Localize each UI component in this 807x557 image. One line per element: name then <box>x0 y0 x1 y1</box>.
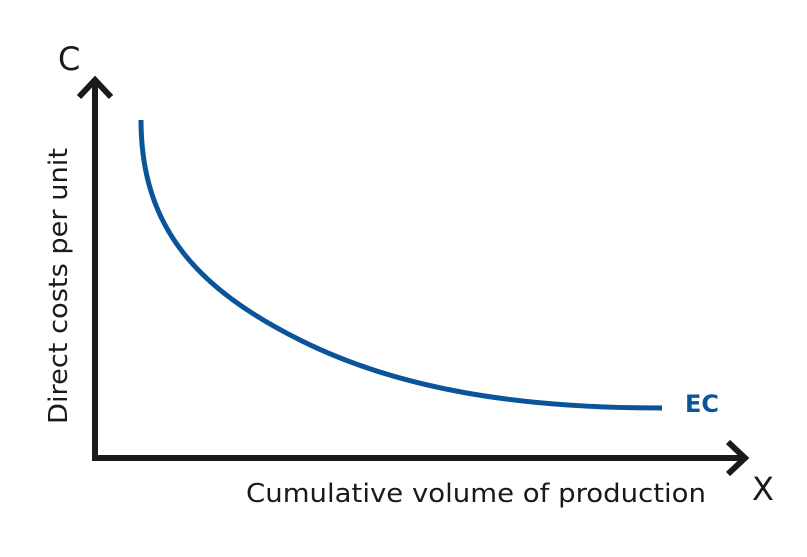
y-axis-label: Direct costs per unit <box>44 148 74 424</box>
ec-series-label: EC <box>685 390 719 418</box>
x-axis-label: Cumulative volume of production <box>246 479 706 509</box>
x-axis-arrowhead <box>725 439 750 477</box>
y-axis-arrowhead <box>76 75 114 100</box>
y-axis-letter: C <box>58 40 80 78</box>
x-axis-letter: X <box>752 470 774 508</box>
ec-curve <box>138 119 663 411</box>
